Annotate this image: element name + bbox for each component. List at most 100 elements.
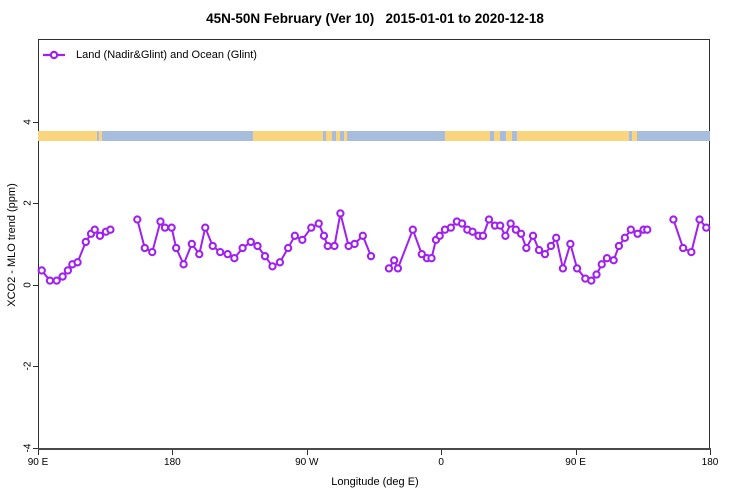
data-point (597, 260, 606, 269)
data-point (620, 233, 630, 242)
data-point (417, 249, 426, 259)
data-point (336, 209, 345, 218)
y-tick-mark (33, 366, 38, 368)
data-point (552, 233, 561, 242)
data-point (167, 223, 176, 232)
data-point (275, 258, 285, 267)
data-point (95, 231, 105, 240)
data-point (609, 256, 618, 265)
data-point (558, 264, 568, 273)
data-point (283, 243, 293, 253)
data-point (643, 225, 652, 234)
data-point (457, 219, 467, 228)
data-point (179, 260, 188, 269)
data-point (230, 254, 239, 263)
data-point (223, 249, 232, 259)
legend-marker-icon (43, 50, 65, 60)
data-point (393, 264, 403, 273)
band-segment-ocean (512, 131, 518, 142)
data-point (133, 215, 142, 224)
x-tick-mark (441, 450, 443, 455)
data-point (614, 241, 624, 251)
data-point (587, 276, 596, 285)
data-point (592, 270, 601, 279)
data-point (516, 229, 526, 238)
band-segment-land (444, 131, 490, 142)
data-point (52, 276, 61, 285)
data-point (522, 243, 531, 253)
x-tick-label: 180 (164, 457, 181, 468)
data-point (669, 215, 678, 224)
x-tick-label: 90 E (27, 457, 49, 468)
data-point (602, 254, 612, 263)
data-point (314, 219, 323, 228)
chart-title: 45N-50N February (Ver 10) 2015-01-01 to … (206, 11, 544, 26)
data-point (253, 241, 262, 251)
data-point (268, 262, 277, 271)
data-point (446, 223, 456, 232)
data-point (687, 247, 696, 257)
data-point (695, 215, 704, 224)
data-point (702, 223, 711, 232)
y-tick-mark (33, 121, 38, 123)
x-tick-label: 90 E (565, 457, 586, 468)
data-point (171, 243, 181, 253)
band-segment-ocean (636, 131, 710, 142)
data-point (156, 217, 165, 226)
data-point (330, 241, 339, 251)
x-tick-label: 0 (438, 457, 444, 468)
data-point (298, 235, 307, 245)
data-point (478, 231, 488, 240)
band-segment-land (494, 131, 501, 142)
y-tick-label: 2 (22, 200, 34, 206)
data-point (366, 252, 376, 261)
band-segment-ocean (347, 131, 445, 142)
data-point (358, 231, 367, 240)
band-segment-land (38, 131, 97, 142)
data-point (626, 225, 636, 234)
x-tick-mark (172, 450, 174, 455)
data-point (208, 241, 217, 251)
data-point (81, 237, 90, 247)
data-point (484, 215, 494, 224)
data-point (546, 241, 556, 251)
data-point (506, 219, 515, 228)
data-point (260, 252, 270, 261)
x-tick-label: 90 W (295, 457, 319, 468)
data-point (58, 272, 67, 281)
band-segment-ocean (102, 131, 254, 142)
legend-label: Land (Nadir&Glint) and Ocean (Glint) (76, 49, 257, 61)
band-segment-ocean (332, 131, 336, 142)
band-segment-land (517, 131, 629, 142)
y-tick-mark (33, 447, 38, 449)
data-point (307, 223, 316, 232)
data-point (633, 229, 642, 238)
data-point (323, 241, 332, 251)
band-segment-land (506, 131, 513, 142)
data-point (501, 231, 510, 240)
data-point (73, 258, 82, 267)
y-tick-mark (33, 284, 38, 286)
data-point (90, 225, 99, 234)
y-tick-mark (33, 203, 38, 205)
band-segment-ocean (96, 131, 100, 142)
data-point (246, 237, 255, 247)
data-point (63, 266, 73, 275)
data-point (45, 276, 55, 285)
data-point (140, 243, 149, 253)
x-tick-label: 180 (701, 457, 719, 468)
x-tick-mark (710, 450, 711, 455)
band-segment-ocean (500, 131, 507, 142)
legend: Land (Nadir&Glint) and Ocean (Glint) (42, 48, 257, 62)
band-segment-ocean (628, 131, 633, 142)
data-point (408, 225, 417, 234)
band-segment-land (632, 131, 637, 142)
data-point (187, 239, 196, 249)
band-segment-land (344, 131, 348, 142)
data-point (238, 243, 247, 253)
band-segment-land (326, 131, 333, 142)
band-segment-ocean (489, 131, 495, 142)
data-point (678, 243, 688, 253)
